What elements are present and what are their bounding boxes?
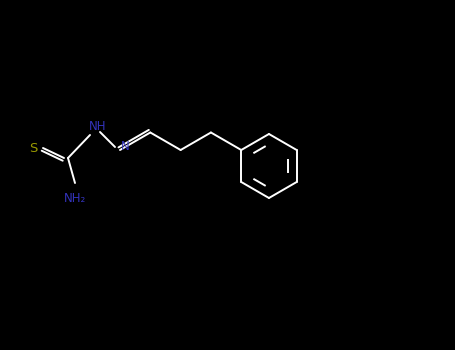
Text: S: S [29, 141, 37, 154]
Text: NH₂: NH₂ [64, 191, 86, 204]
Text: N: N [121, 140, 129, 153]
Text: NH: NH [89, 119, 107, 133]
